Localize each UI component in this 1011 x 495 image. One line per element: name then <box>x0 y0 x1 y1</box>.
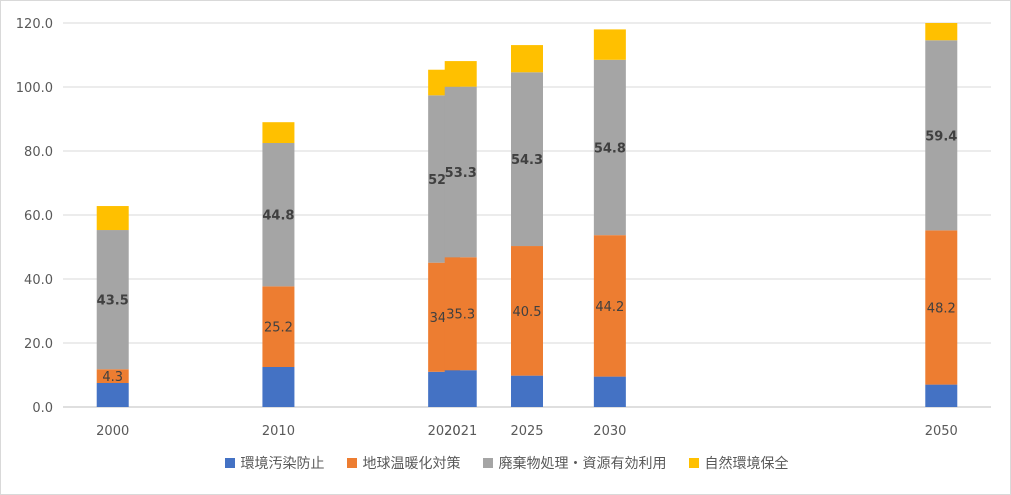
bar-segment <box>262 143 295 287</box>
legend: 環境汚染防止 地球温暖化対策 廃棄物処理・資源有効利用 自然環境保全 <box>1 453 1011 473</box>
legend-label: 地球温暖化対策 <box>362 456 461 472</box>
y-axis: 0.0 20.0 40.0 60.0 80.0 100.0 120.0 <box>16 17 53 416</box>
bar-segment <box>593 376 626 407</box>
bar-segment <box>96 369 129 383</box>
data-label: 48.2 <box>927 301 956 316</box>
legend-swatch <box>224 458 235 468</box>
bar-segment <box>511 72 543 247</box>
bar-segment <box>444 370 477 407</box>
legend-item: 環境汚染防止 <box>224 453 325 473</box>
bar-segment <box>262 122 295 143</box>
legend-swatch <box>688 458 699 468</box>
legend-item: 廃棄物処理・資源有効利用 <box>482 453 667 473</box>
bar-segment <box>262 286 295 367</box>
x-tick-label: 2030 <box>593 424 626 439</box>
bar-segment <box>925 384 958 407</box>
data-label: 54.3 <box>511 153 543 168</box>
data-label: 44.8 <box>262 209 294 224</box>
bar-segment <box>511 375 543 407</box>
data-label: 40.5 <box>513 305 542 320</box>
legend-label: 廃棄物処理・資源有効利用 <box>498 456 667 472</box>
bar-segment <box>511 45 543 73</box>
bar-segment <box>444 257 477 371</box>
y-tick-label: 80.0 <box>24 145 53 160</box>
data-label: 4.3 <box>102 370 123 385</box>
bar-segment <box>262 367 295 407</box>
bar-segment <box>96 230 129 370</box>
y-tick-label: 20.0 <box>24 337 53 352</box>
y-tick-label: 40.0 <box>24 273 53 288</box>
legend-item: 地球温暖化対策 <box>346 453 461 473</box>
x-tick-label: 2020 <box>428 424 461 439</box>
y-tick-label: 120.0 <box>16 17 53 32</box>
legend-item: 自然環境保全 <box>688 453 789 473</box>
data-label: 54.8 <box>594 141 626 156</box>
legend-label: 自然環境保全 <box>704 456 789 472</box>
data-label: 53.3 <box>445 166 477 181</box>
bar-segment <box>593 29 626 60</box>
x-tick-label: 2000 <box>96 424 129 439</box>
legend-swatch <box>482 458 493 468</box>
data-label: 59.4 <box>925 129 957 144</box>
x-tick-label: 2010 <box>262 424 295 439</box>
legend-label: 環境汚染防止 <box>240 456 325 472</box>
y-tick-label: 100.0 <box>16 81 53 96</box>
bar-segment <box>925 230 958 385</box>
bar-series: 4.343.525.244.834.152.335.353.340.554.34… <box>96 23 958 407</box>
x-tick-label: 2021 <box>444 424 477 439</box>
legend-swatch <box>346 458 357 468</box>
bar-segment <box>511 246 543 376</box>
y-tick-label: 0.0 <box>32 401 53 416</box>
data-label: 44.2 <box>595 300 624 315</box>
bar-segment <box>96 383 129 407</box>
data-label: 35.3 <box>446 308 475 323</box>
stacked-bar-chart: 0.0 20.0 40.0 60.0 80.0 100.0 120.0 4.3 43.5 25.… <box>16 17 991 439</box>
x-tick-label: 2025 <box>510 424 543 439</box>
data-label: 25.2 <box>264 321 293 336</box>
bar-segment <box>96 206 129 231</box>
data-label: 43.5 <box>97 294 129 309</box>
x-tick-label: 2050 <box>925 424 958 439</box>
bar-segment <box>444 86 477 258</box>
bar-segment <box>925 40 958 231</box>
bar-segment <box>925 23 958 41</box>
y-tick-label: 60.0 <box>24 209 53 224</box>
bar-segment <box>444 61 477 87</box>
bar-segment <box>593 59 626 236</box>
bar-segment <box>593 235 626 377</box>
